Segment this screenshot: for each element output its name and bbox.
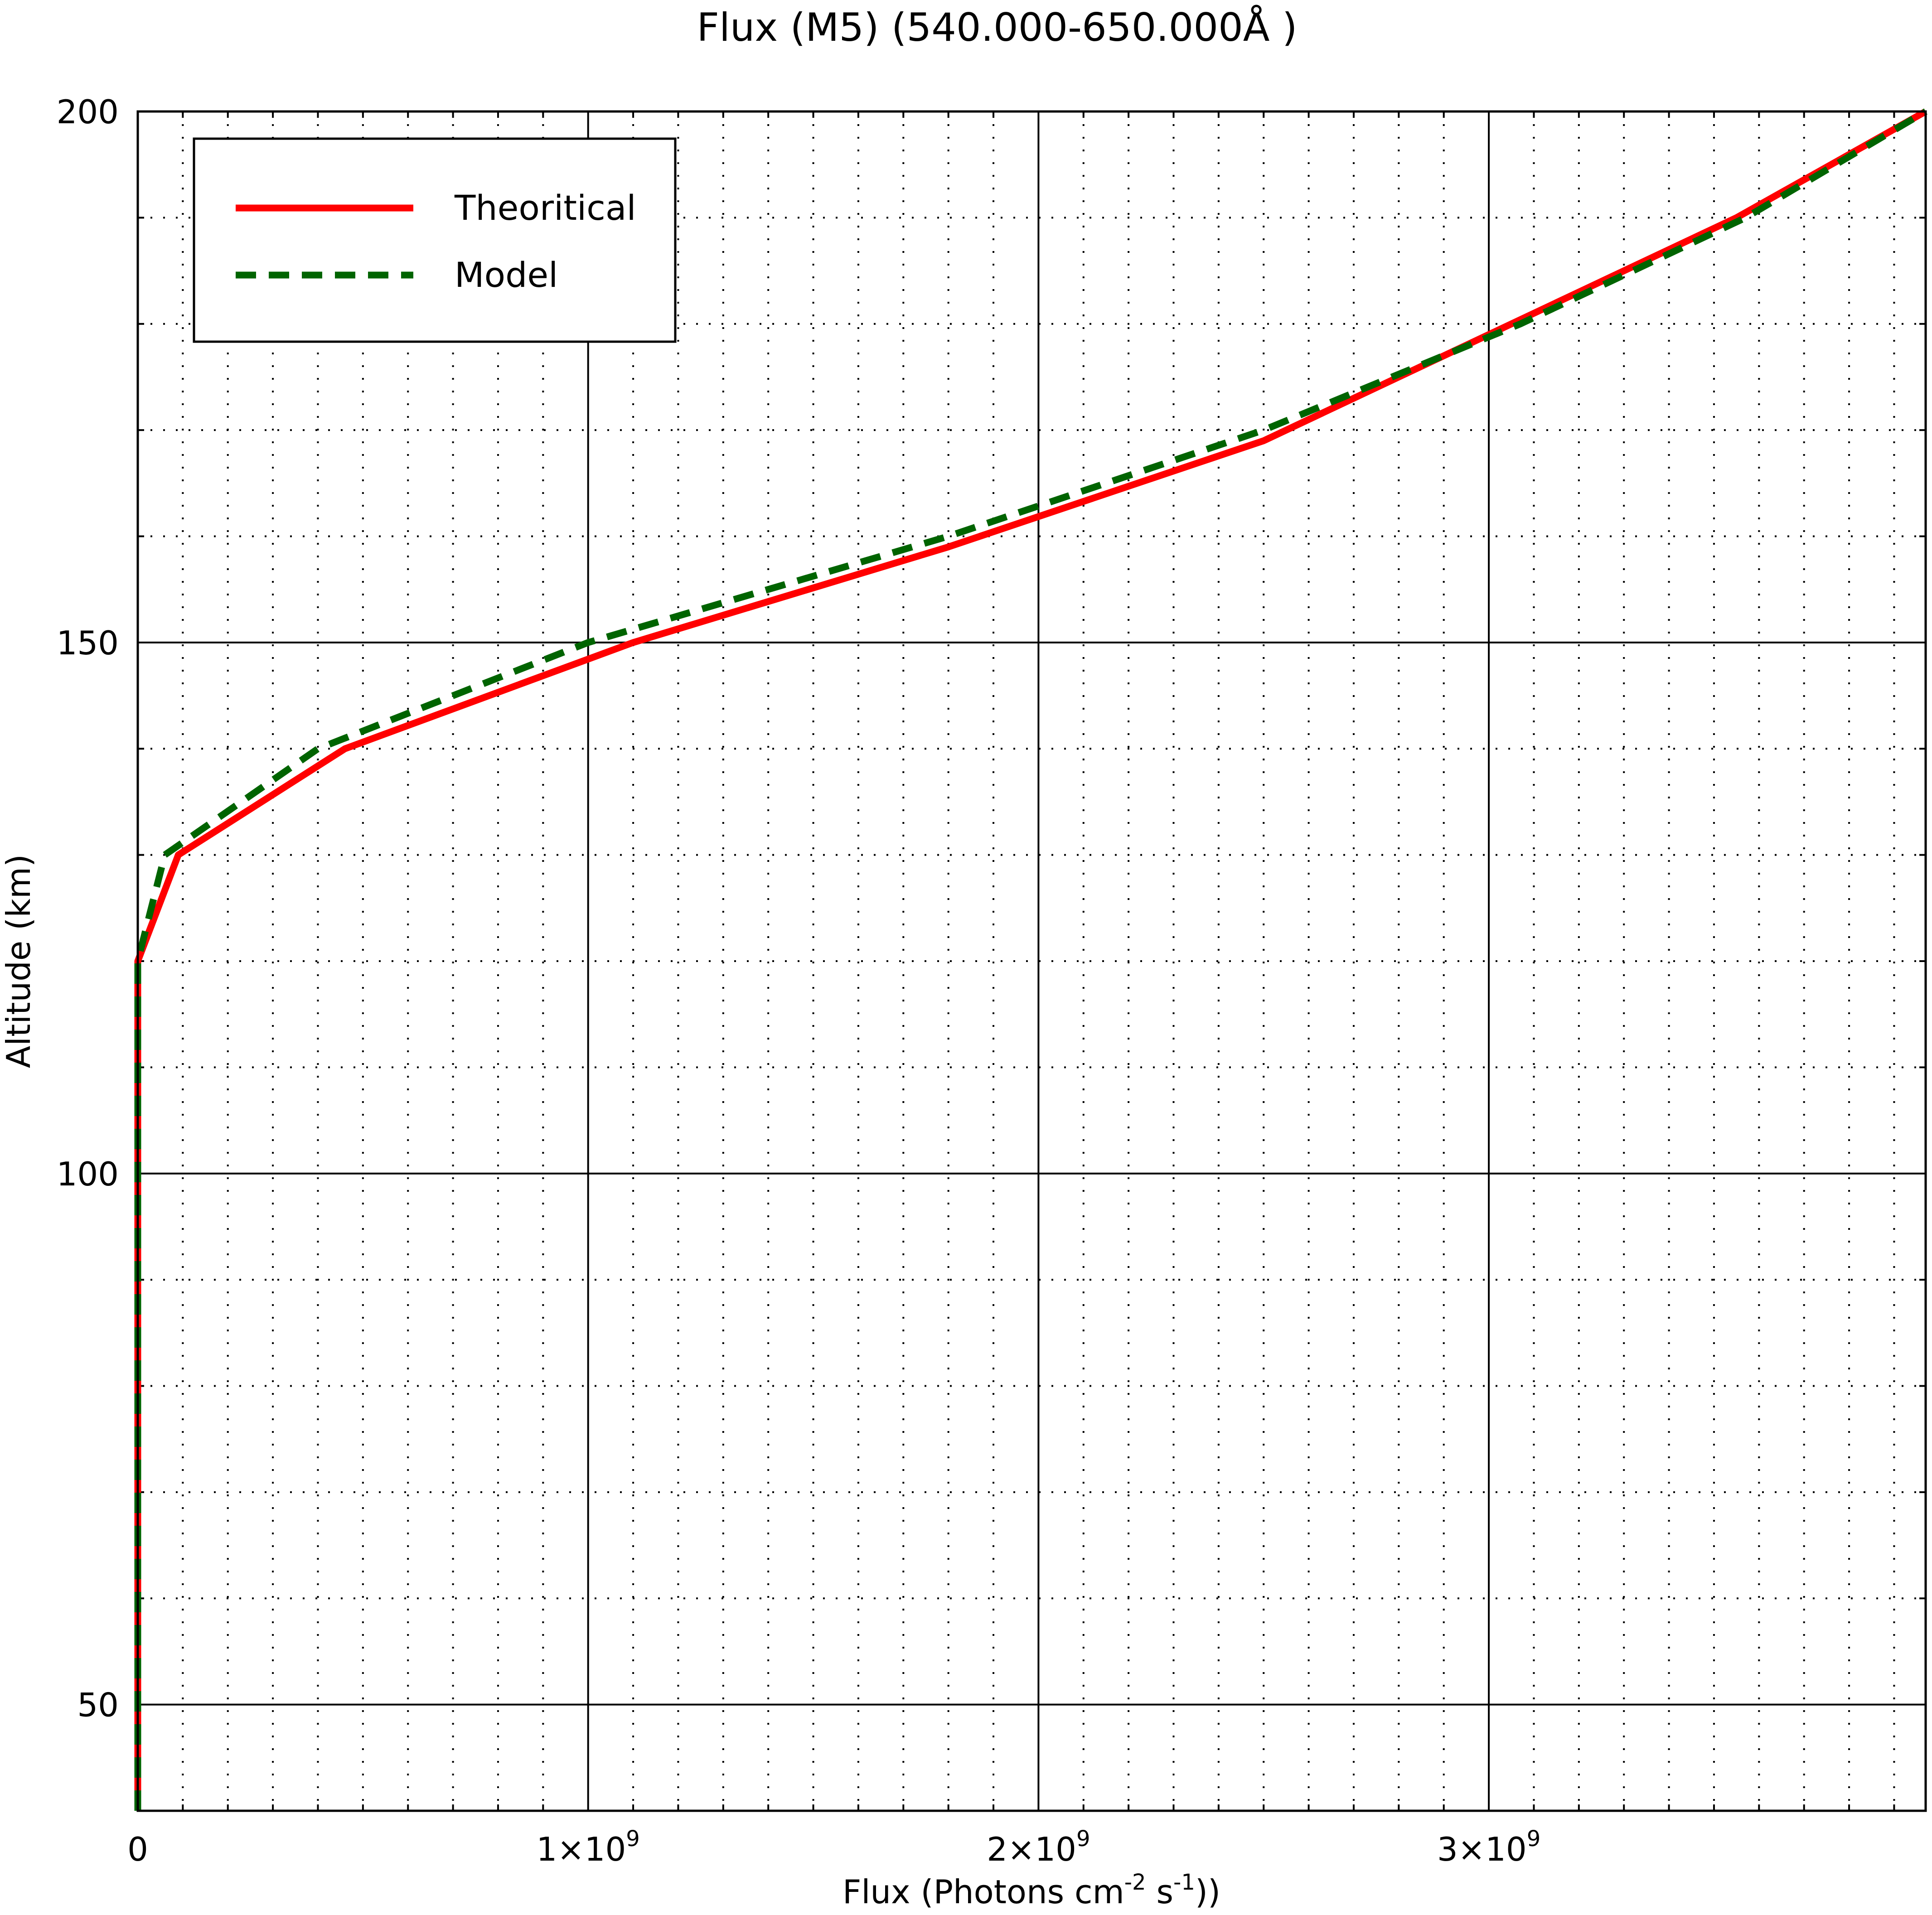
x-tick-label: 1×109 — [537, 1826, 640, 1868]
x-tick-label: 0 — [127, 1830, 148, 1868]
y-tick-label: 150 — [57, 624, 119, 662]
legend: Theoritical Model — [193, 137, 677, 343]
legend-box — [193, 137, 677, 343]
y-axis-label: Altitude (km) — [0, 854, 38, 1068]
x-tick-label: 2×109 — [987, 1826, 1090, 1868]
plot-area-frame — [136, 110, 1927, 1812]
x-tick-labels: 0 1×109 2×109 3×109 — [127, 1826, 1540, 1868]
y-tick-label: 50 — [77, 1686, 119, 1724]
chart-title: Flux (M5) (540.000-650.000Å ) — [697, 5, 1297, 50]
x-tick-label: 3×109 — [1437, 1826, 1540, 1868]
legend-label-model: Model — [455, 255, 558, 295]
y-tick-label: 100 — [57, 1155, 119, 1193]
legend-label-theoritical: Theoritical — [454, 188, 636, 228]
y-tick-labels: 50 100 150 200 — [57, 93, 119, 1724]
y-tick-label: 200 — [57, 93, 119, 131]
x-axis-label: Flux (Photons cm-2 s-1)) — [843, 1870, 1220, 1911]
